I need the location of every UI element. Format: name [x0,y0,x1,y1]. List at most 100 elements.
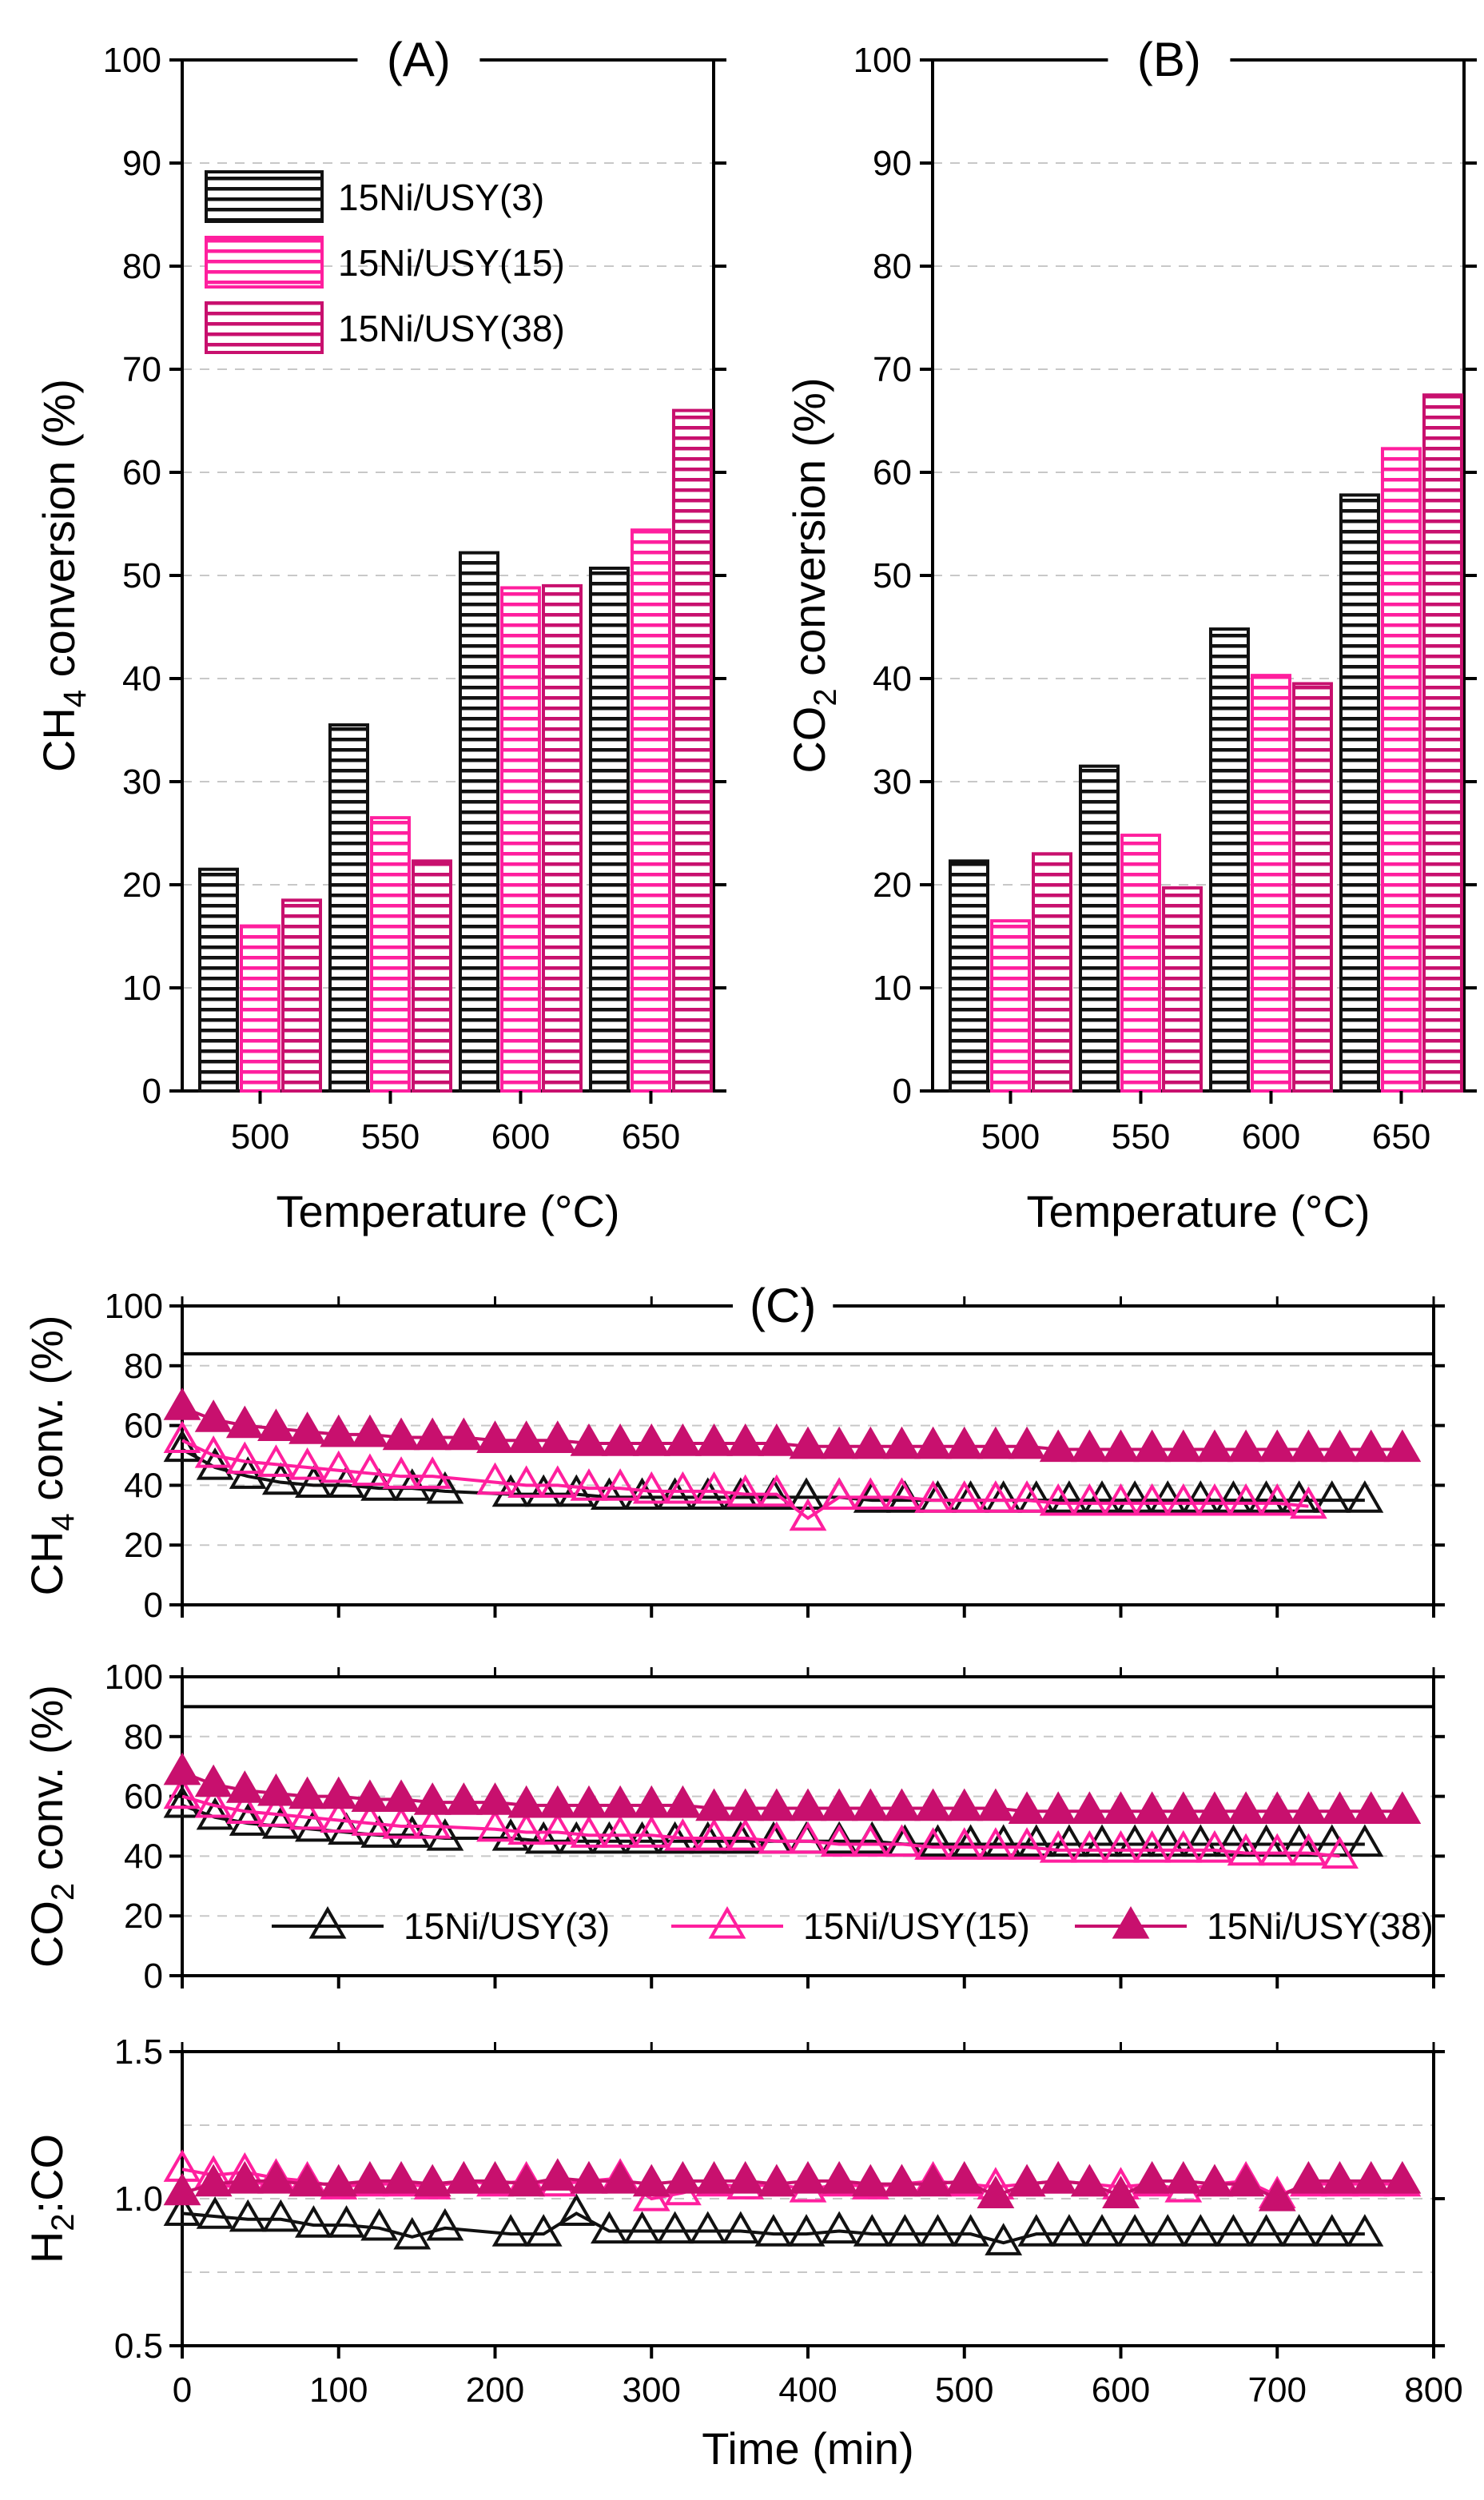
data-marker [320,1776,358,1809]
data-marker [539,1785,577,1818]
data-marker [1070,2164,1108,2197]
data-marker [1148,1824,1187,1857]
y-axis-label: CH4 conv. (%) [22,1315,81,1595]
series-line [181,1439,1309,1520]
data-marker [328,2205,365,2238]
data-marker [1039,1791,1077,1824]
y-axis-label-sub: 2 [808,688,843,706]
data-marker [914,1426,953,1459]
data-marker [1196,1791,1234,1824]
data-marker [476,1782,514,1815]
data-marker [601,1468,639,1501]
legend-label: 15Ni/USY(38) [338,308,565,349]
legend-label: 15Ni/USY(38) [1207,1905,1434,1947]
data-marker [977,2176,1015,2208]
legend-label: 15Ni/USY(3) [338,177,544,218]
data-marker [507,2164,546,2197]
x-axis-label: Time (min) [702,2423,913,2474]
data-marker [977,1480,1015,1513]
data-marker [1289,1833,1327,1866]
data-marker [977,1788,1015,1821]
y-tick-label: 80 [124,1347,163,1386]
data-marker [1247,2214,1285,2247]
y-axis-label-main: CH [34,707,84,772]
data-marker [1164,1429,1203,1463]
panel-title: (A) [387,33,451,86]
series-line [181,1406,1402,1451]
x-tick-label: 400 [778,2371,837,2410]
y-tick-label: 10 [873,969,912,1008]
data-marker [789,1426,827,1459]
panel-title: (C) [750,1279,816,1332]
data-marker [601,1785,639,1818]
data-marker [288,1776,327,1809]
data-marker [695,2160,733,2194]
data-marker [820,1477,858,1511]
y-axis-label-rest: :CO [22,2134,72,2214]
y-tick-label: 100 [853,41,912,80]
data-marker [225,1441,264,1475]
data-marker [601,1423,639,1456]
x-tick-label: 200 [466,2371,524,2410]
data-marker [1383,1429,1422,1463]
bar [1291,682,1333,1093]
data-marker [507,1420,546,1453]
y-tick-label: 40 [124,1837,163,1876]
data-marker [632,1471,670,1504]
data-marker [507,1785,546,1818]
data-marker [919,2214,957,2247]
data-marker [1346,2214,1384,2247]
data-marker [524,1821,563,1854]
data-marker [225,1405,264,1439]
bar [458,551,499,1093]
data-marker [695,1788,733,1821]
data-marker [689,2211,727,2244]
data-marker [1039,1483,1077,1516]
data-marker [360,2207,399,2241]
data-marker [570,1785,608,1818]
data-marker [491,1474,530,1507]
data-marker [257,1444,295,1477]
x-tick-label: 600 [491,1117,550,1156]
y-tick-label: 60 [873,453,912,492]
data-marker [695,1423,733,1456]
data-marker [754,2214,793,2247]
x-axis-label: Temperature (°C) [276,1186,619,1236]
data-marker [351,2160,389,2194]
y-axis-label: CO2 conversion (%) [784,377,843,773]
data-marker [1008,1426,1046,1459]
data-marker [320,1450,358,1483]
data-marker [1133,1483,1172,1516]
data-marker [1181,2214,1219,2247]
x-tick-label: 500 [935,2371,993,2410]
data-marker [985,2223,1023,2255]
y-tick-label: 40 [122,659,161,699]
data-marker [1313,1480,1351,1513]
data-marker [1008,1791,1046,1824]
data-marker [820,1824,858,1857]
data-marker [663,2160,702,2194]
y-tick-label: 90 [122,144,161,183]
data-marker [883,1426,921,1459]
data-marker [1102,1791,1140,1824]
y-axis-label: H2:CO [22,2134,81,2263]
data-marker [1133,1791,1172,1824]
y-tick-label: 20 [124,1897,163,1936]
y-tick-label: 30 [122,762,161,802]
legend: 15Ni/USY(3) 15Ni/USY(15) 15Ni/USY(38) [272,1905,1434,1947]
data-marker [1289,1429,1327,1463]
data-marker [851,2164,889,2197]
y-tick-label: 0 [144,1957,163,1996]
x-axis-label: Temperature (°C) [1026,1186,1370,1236]
data-marker [1102,1483,1140,1516]
data-marker [557,1474,595,1507]
data-marker [1383,2160,1422,2194]
data-marker [1258,1483,1296,1516]
series-line [181,1794,1340,1858]
data-marker [393,1468,432,1501]
y-tick-label: 0 [144,1586,163,1625]
y-axis-label-main: H [22,2231,72,2263]
data-marker [257,1794,295,1827]
y-axis-label-rest: conv. (%) [22,1315,72,1513]
